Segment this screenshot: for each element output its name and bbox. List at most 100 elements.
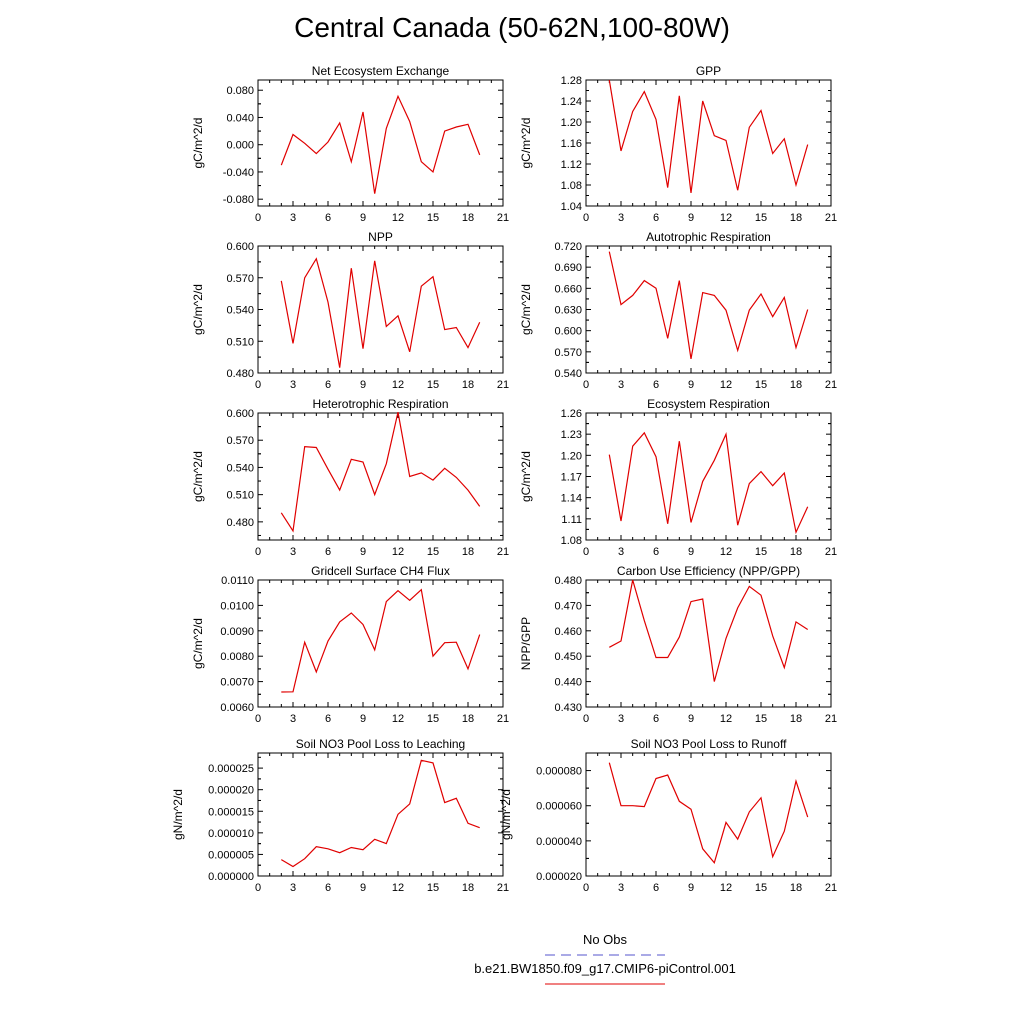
legend-label-model: b.e21.BW1850.f09_g17.CMIP6-piControl.001 [474, 961, 736, 976]
chart-panel: 0 3 6 9 12 15 18 21 1.08 1.11 1.14 1.17 1.20 1.23 1.26… [519, 397, 837, 558]
y-tick-label: 0.000 [226, 140, 254, 152]
y-axis-label: gC/m^2/d [519, 284, 533, 335]
chart-panel: 0 3 6 9 12 15 18 21 1.04 1.08 1.12 1.16 1.20 1.24 1.28… [519, 64, 837, 224]
y-axis-label: gC/m^2/d [191, 284, 205, 335]
page-title: Central Canada (50-62N,100-80W) [294, 12, 730, 43]
y-tick-label: 1.24 [561, 96, 582, 108]
x-tick-label: 3 [618, 713, 624, 725]
x-tick-label: 21 [825, 212, 837, 224]
plot-frame [257, 579, 504, 708]
y-tick-label: 0.690 [554, 262, 582, 274]
y-tick-label: 0.540 [554, 368, 582, 380]
plot-frame [257, 752, 504, 877]
y-tick-label: 1.08 [561, 180, 582, 192]
chart-panel: 0 3 6 9 12 15 18 21 0.0060 0.0070 0.0080 0.0090 0.01… [191, 564, 509, 725]
x-tick-label: 9 [688, 546, 694, 558]
x-tick-label: 15 [427, 546, 439, 558]
x-tick-label: 0 [583, 713, 589, 725]
plot-frame [257, 245, 504, 374]
y-tick-label: 0.000000 [208, 871, 254, 883]
x-tick-label: 18 [790, 379, 802, 391]
y-tick-label: 0.600 [226, 241, 254, 253]
panel-title: Soil NO3 Pool Loss to Runoff [631, 737, 788, 751]
y-tick-label: 0.0100 [220, 600, 254, 612]
legend-line-model [545, 983, 665, 985]
x-tick-label: 12 [392, 212, 404, 224]
y-axis-label: gC/m^2/d [191, 118, 205, 169]
x-tick-label: 21 [497, 546, 509, 558]
x-tick-label: 0 [583, 379, 589, 391]
y-tick-label: 0.660 [554, 283, 582, 295]
plot-frame [585, 245, 832, 374]
x-tick-label: 18 [790, 882, 802, 894]
y-tick-label: 0.480 [226, 368, 254, 380]
x-tick-label: 9 [360, 546, 366, 558]
chart-panel: 0 3 6 9 12 15 18 21 -0.080 -0.040 0.000 0.040 0.080 N… [191, 64, 509, 224]
y-tick-label: 1.23 [561, 429, 582, 441]
chart-panel: 0 3 6 9 12 15 18 21 0.000000 0.000005 0.000010 0.00… [171, 737, 509, 894]
x-tick-label: 9 [360, 713, 366, 725]
x-tick-label: 3 [618, 882, 624, 894]
chart-panel: 0 3 6 9 12 15 18 21 0.430 0.440 0.450 0.460 0.470 0.4… [519, 564, 837, 725]
y-tick-label: -0.040 [223, 167, 254, 179]
x-tick-label: 6 [653, 546, 659, 558]
x-tick-label: 3 [290, 882, 296, 894]
y-tick-label: 1.16 [561, 138, 582, 150]
x-tick-label: 6 [653, 379, 659, 391]
x-tick-label: 9 [688, 212, 694, 224]
x-tick-label: 6 [653, 882, 659, 894]
y-tick-label: 0.470 [554, 600, 582, 612]
legend-line-obs [545, 954, 665, 956]
plot-frame [257, 412, 504, 541]
y-tick-label: 0.540 [226, 305, 254, 317]
x-tick-label: 9 [688, 379, 694, 391]
y-tick-label: -0.080 [223, 194, 254, 206]
x-tick-label: 15 [755, 212, 767, 224]
panel-title: Net Ecosystem Exchange [312, 64, 450, 78]
x-tick-label: 3 [290, 713, 296, 725]
panel-title: Carbon Use Efficiency (NPP/GPP) [617, 564, 800, 578]
x-tick-label: 0 [583, 882, 589, 894]
x-tick-label: 0 [255, 882, 261, 894]
x-tick-label: 18 [462, 546, 474, 558]
x-tick-label: 9 [360, 379, 366, 391]
x-tick-label: 12 [720, 713, 732, 725]
y-tick-label: 0.000005 [208, 849, 254, 861]
x-tick-label: 3 [618, 212, 624, 224]
y-tick-label: 1.20 [561, 117, 582, 129]
x-tick-label: 6 [325, 713, 331, 725]
y-tick-label: 0.600 [554, 326, 582, 338]
x-tick-label: 12 [392, 882, 404, 894]
panel-title: GPP [696, 64, 721, 78]
x-tick-label: 0 [255, 212, 261, 224]
x-tick-label: 9 [360, 212, 366, 224]
y-axis-label: gC/m^2/d [191, 618, 205, 669]
plot-frame [257, 79, 504, 207]
series-line [280, 94, 481, 194]
y-tick-label: 1.14 [561, 493, 582, 505]
y-tick-label: 0.480 [554, 575, 582, 587]
series-line [280, 411, 481, 533]
y-tick-label: 0.430 [554, 702, 582, 714]
x-tick-label: 15 [755, 882, 767, 894]
y-tick-label: 0.480 [226, 517, 254, 529]
x-tick-label: 0 [255, 713, 261, 725]
x-tick-label: 21 [825, 546, 837, 558]
series-line [608, 431, 809, 535]
x-tick-label: 15 [755, 379, 767, 391]
x-tick-label: 15 [755, 713, 767, 725]
x-tick-label: 3 [618, 379, 624, 391]
y-axis-label: gC/m^2/d [519, 118, 533, 169]
series-line [281, 588, 481, 693]
y-tick-label: 0.570 [226, 273, 254, 285]
x-tick-label: 6 [325, 212, 331, 224]
panel-title: NPP [368, 230, 393, 244]
chart-panel: 0 3 6 9 12 15 18 21 0.000020 0.000040 0.000060 0.00… [499, 737, 837, 894]
series-line [608, 762, 809, 865]
x-tick-label: 21 [825, 713, 837, 725]
chart-panel: 0 3 6 9 12 15 18 21 0.480 0.510 0.540 0.570 0.600 NPP… [191, 230, 509, 391]
y-tick-label: 1.17 [561, 472, 582, 484]
x-tick-label: 18 [790, 713, 802, 725]
y-tick-label: 0.000015 [208, 806, 254, 818]
panel-title: Soil NO3 Pool Loss to Leaching [296, 737, 465, 751]
